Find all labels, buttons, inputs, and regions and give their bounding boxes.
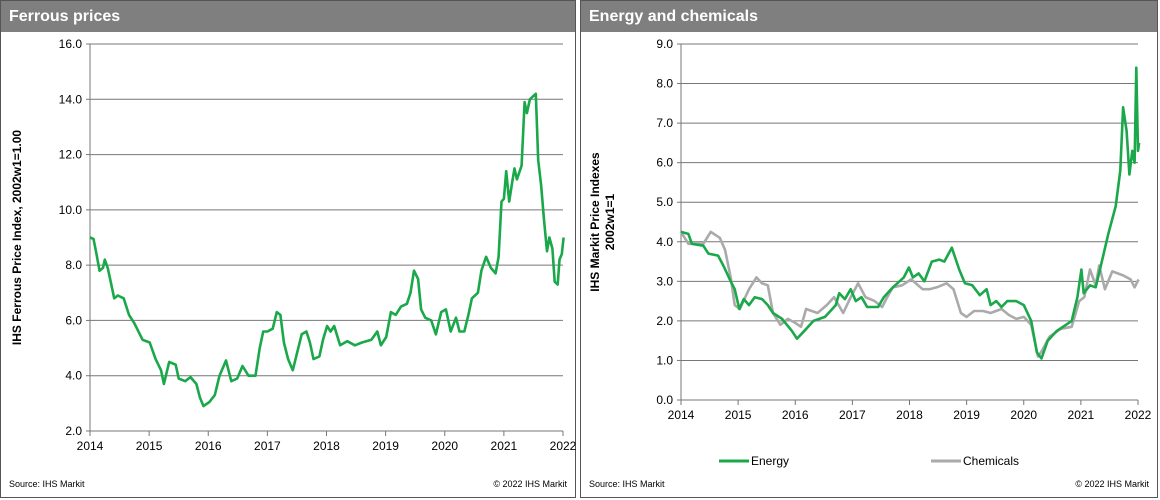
y-tick-label: 3.0 — [656, 274, 673, 288]
x-tick-label: 2017 — [254, 439, 281, 453]
y-tick-label: 0.0 — [656, 393, 673, 407]
y-tick-label: 7.0 — [656, 116, 673, 130]
y-tick-label: 2.0 — [656, 314, 673, 328]
ferrous-chart-panel: Ferrous prices 2.0 4.0 6.0 8.0 10.0 12.0 14.0 1… — [0, 0, 577, 498]
x-tick-label: 2018 — [313, 439, 340, 453]
y-tick-label: 16.0 — [59, 37, 83, 51]
series-line-ferrous — [89, 92, 565, 408]
x-tick-label: 2021 — [1068, 408, 1095, 422]
chart-title: Ferrous prices — [1, 1, 575, 32]
y-tick-label: 5.0 — [656, 195, 673, 209]
series-line-chemicals — [679, 230, 1140, 358]
energy-chemicals-chart-panel: Energy and chemicals 0.0 1.0 2.0 3.0 4.0 5.0 6… — [580, 0, 1158, 498]
x-tick-label: 2022 — [1125, 408, 1152, 422]
y-tick-label: 12.0 — [59, 148, 83, 162]
x-tick-label: 2019 — [372, 439, 399, 453]
copyright-note: © 2022 IHS Markit — [1075, 479, 1149, 489]
legend-label-energy: Energy — [751, 454, 789, 468]
x-tick-label: 2022 — [550, 439, 577, 453]
copyright-note: © 2022 IHS Markit — [493, 479, 567, 489]
x-tick-label: 2014 — [668, 408, 695, 422]
x-tick-label: 2021 — [491, 439, 518, 453]
y-tick-label: 4.0 — [656, 235, 673, 249]
y-tick-label: 10.0 — [59, 203, 83, 217]
y-tick-label: 6.0 — [656, 156, 673, 170]
y-tick-label: 6.0 — [65, 313, 82, 327]
x-tick-label: 2016 — [195, 439, 222, 453]
y-axis-label-2: 2002w1=1 — [603, 193, 617, 250]
x-tick-label: 2014 — [77, 439, 104, 453]
y-tick-label: 8.0 — [65, 258, 82, 272]
x-tick-label: 2017 — [839, 408, 866, 422]
y-tick-label: 8.0 — [656, 77, 673, 91]
y-tick-label: 14.0 — [59, 92, 83, 106]
energy-chemicals-chart: 0.0 1.0 2.0 3.0 4.0 5.0 6.0 7.0 8.0 9.0 2014 2015 20… — [588, 37, 1152, 468]
x-tick-label: 2015 — [136, 439, 163, 453]
y-tick-label: 4.0 — [65, 369, 82, 383]
x-tick-label: 2020 — [431, 439, 458, 453]
x-tick-label: 2015 — [725, 408, 752, 422]
x-tick-label: 2020 — [1010, 408, 1037, 422]
source-note: Source: IHS Markit — [589, 479, 665, 489]
x-tick-label: 2016 — [782, 408, 809, 422]
legend-label-chemicals: Chemicals — [963, 454, 1019, 468]
y-tick-label: 9.0 — [656, 37, 673, 51]
x-tick-label: 2018 — [896, 408, 923, 422]
series-line-energy — [680, 66, 1141, 360]
source-note: Source: IHS Markit — [9, 479, 85, 489]
y-axis-label: IHS Ferrous Price Index, 2002w1=1.00 — [10, 130, 24, 345]
ferrous-chart: 2.0 4.0 6.0 8.0 10.0 12.0 14.0 16.0 2014 2015 2016… — [10, 37, 577, 453]
y-tick-label: 2.0 — [65, 424, 82, 438]
y-tick-label: 1.0 — [656, 353, 673, 367]
x-tick-label: 2019 — [953, 408, 980, 422]
y-axis-label: IHS Markit Price Indexes — [588, 152, 602, 292]
chart-title: Energy and chemicals — [581, 1, 1157, 32]
